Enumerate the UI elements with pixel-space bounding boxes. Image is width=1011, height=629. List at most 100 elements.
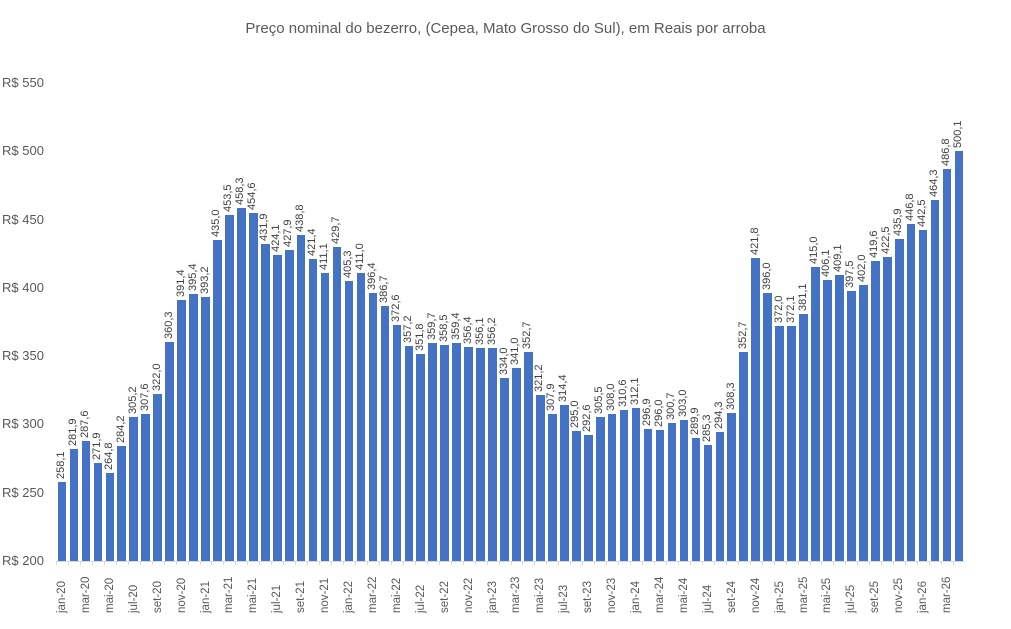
x-axis-tick-label: mar-25 [797, 576, 810, 613]
x-axis-tick-label: jul-23 [558, 584, 571, 613]
bar-mar-24 [655, 429, 665, 561]
data-label: 356,2 [485, 317, 498, 345]
x-axis-tick [414, 561, 416, 565]
bar-fev-24 [643, 428, 653, 561]
data-label: 393,2 [198, 266, 211, 295]
bar-out-25 [882, 257, 892, 561]
x-axis-tick-label: jan-20 [55, 581, 68, 613]
x-axis-tick [582, 561, 584, 565]
data-label: 294,3 [712, 401, 725, 430]
bar-jul-22 [416, 353, 426, 561]
x-axis-tick [115, 561, 117, 565]
x-axis-tick-label: nov-21 [319, 577, 332, 613]
bar-set-22 [440, 344, 450, 561]
x-axis-tick [307, 561, 309, 565]
bar-dez-20 [189, 294, 198, 561]
x-axis-tick [247, 561, 249, 565]
y-axis-tick-label: R$ 300 [2, 416, 44, 432]
x-axis-tick [187, 561, 189, 565]
x-axis-tick [534, 561, 536, 565]
bar-dez-23 [619, 409, 629, 561]
data-label: 421,4 [306, 228, 319, 256]
data-label: 284,2 [114, 415, 127, 443]
data-label: 281,9 [66, 418, 79, 447]
data-label: 421,8 [748, 227, 761, 256]
x-axis-tick [893, 561, 895, 565]
data-label: 296,9 [641, 398, 654, 426]
data-label: 296,0 [653, 399, 665, 427]
data-label: 334,0 [497, 347, 510, 375]
x-axis-tick [295, 561, 297, 565]
bar-jun-23 [548, 413, 557, 561]
bar-jan-24 [631, 407, 641, 561]
bar-jun-25 [835, 275, 844, 561]
x-axis-tick-label: jan-21 [199, 581, 212, 613]
bar-nov-25 [894, 238, 904, 561]
x-axis-tick-label: mar-23 [510, 576, 523, 613]
bar-nov-21 [320, 272, 330, 561]
data-label: 271,9 [90, 432, 103, 460]
x-axis-tick [869, 561, 871, 565]
data-label: 264,8 [102, 441, 115, 470]
x-axis-tick [223, 561, 225, 565]
bar-jun-20 [117, 446, 127, 561]
bar-ago-22 [428, 342, 438, 561]
x-axis-tick-label: jul-25 [845, 584, 858, 613]
bar-mar-26 [942, 169, 952, 561]
x-axis-tick [845, 561, 847, 565]
bar-abr-26 [954, 151, 964, 561]
bar-out-22 [452, 343, 461, 561]
x-axis-tick [881, 561, 883, 565]
data-label: 458,3 [234, 177, 247, 206]
x-axis-tick-label: jul-24 [701, 584, 714, 613]
x-axis-tick [271, 561, 273, 565]
data-label: 435,9 [892, 208, 905, 236]
bar-out-21 [308, 258, 318, 561]
bar-abr-25 [811, 267, 820, 561]
data-label: 372,0 [772, 295, 785, 324]
data-label: 381,1 [796, 283, 809, 311]
data-label: 411,0 [353, 243, 366, 270]
x-axis-tick [402, 561, 404, 565]
data-label: 415,0 [808, 236, 821, 265]
x-axis-tick [689, 561, 691, 565]
x-axis-tick [91, 561, 93, 565]
bar-abr-20 [93, 462, 103, 561]
data-label: 431,9 [258, 213, 271, 242]
x-axis-tick [953, 561, 955, 565]
bar-jan-22 [344, 280, 354, 561]
x-axis-tick-label: mar-21 [223, 576, 236, 613]
x-axis-tick-label: mai-24 [677, 577, 690, 613]
x-axis-tick [450, 561, 452, 565]
x-axis-tick-label: jan-24 [630, 581, 643, 613]
x-axis-tick [462, 561, 464, 565]
x-axis-tick [498, 561, 500, 565]
data-label: 372,1 [784, 295, 797, 323]
data-label: 307,6 [138, 383, 151, 412]
bar-out-23 [595, 416, 605, 561]
data-label: 386,7 [377, 275, 390, 304]
data-label: 352,7 [736, 321, 749, 350]
x-axis-tick [56, 561, 57, 565]
bar-set-21 [296, 234, 306, 561]
x-axis-tick [833, 561, 835, 565]
bar-fev-20 [69, 449, 79, 561]
x-axis-tick [701, 561, 703, 565]
data-label: 356,4 [461, 316, 474, 345]
x-axis-tick [127, 561, 129, 565]
data-label: 295,0 [569, 400, 582, 429]
data-label: 289,9 [688, 407, 701, 436]
data-label: 438,8 [294, 204, 307, 232]
x-axis-tick-label: mai-25 [821, 577, 834, 613]
x-axis-tick-label: mai-21 [247, 577, 260, 613]
bar-dez-25 [906, 223, 916, 561]
chart-title: Preço nominal do bezerro, (Cepea, Mato G… [245, 20, 766, 37]
bar-ago-24 [715, 432, 725, 561]
data-label: 406,1 [820, 248, 833, 277]
data-label: 424,1 [270, 224, 283, 252]
x-axis-tick [642, 561, 644, 565]
x-axis-tick [199, 561, 201, 565]
data-label: 307,9 [545, 383, 558, 411]
x-axis-tick-label: jul-21 [271, 584, 284, 613]
